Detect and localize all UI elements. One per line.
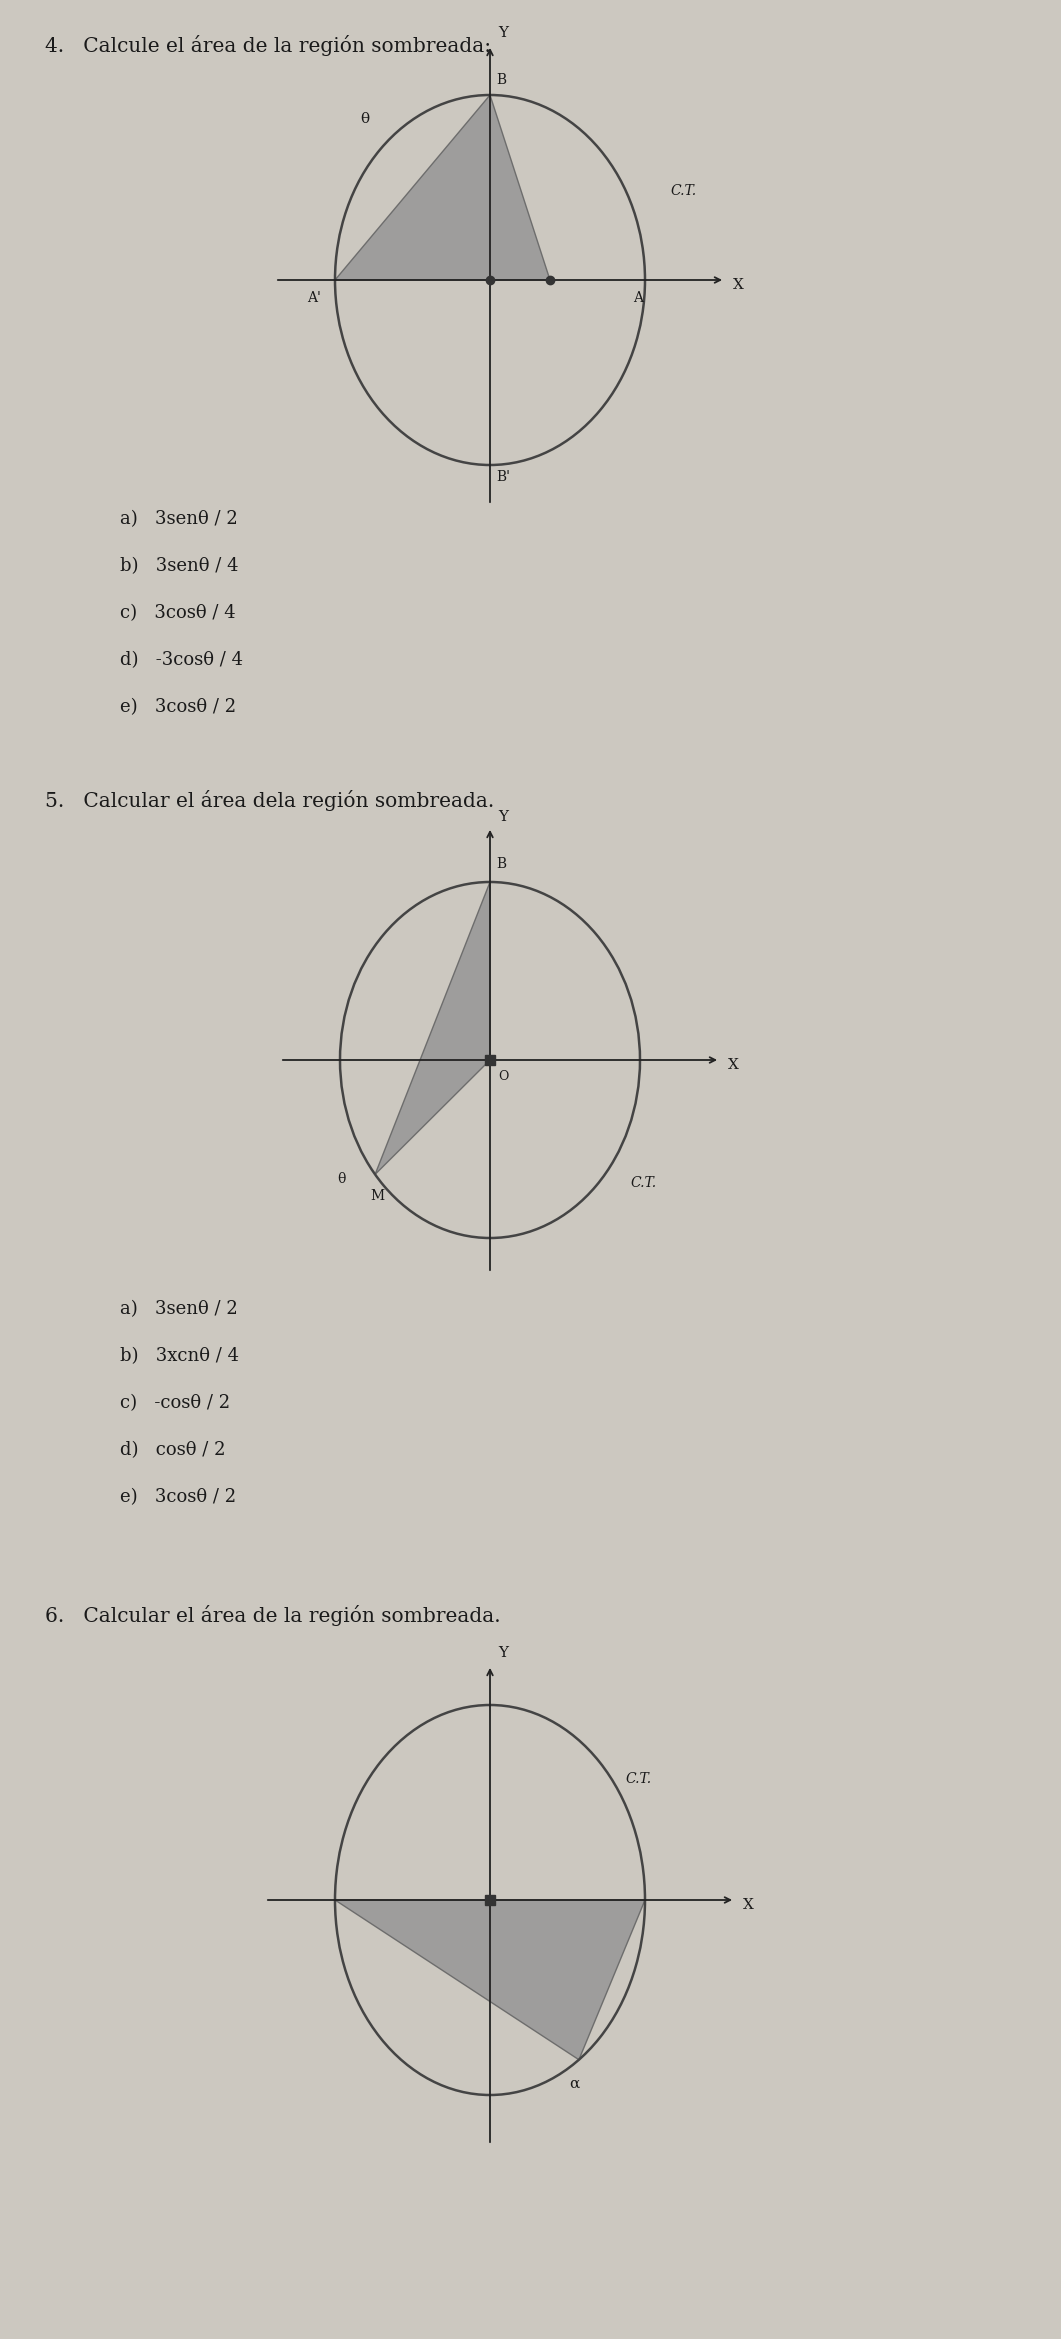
- Polygon shape: [335, 1899, 645, 2061]
- Text: Y: Y: [498, 809, 508, 823]
- Text: X: X: [728, 1057, 738, 1071]
- Text: Y: Y: [498, 26, 508, 40]
- Text: Y: Y: [498, 1647, 508, 1661]
- Text: c)   -cosθ / 2: c) -cosθ / 2: [120, 1394, 230, 1413]
- Text: 4.   Calcule el área de la región sombreada:: 4. Calcule el área de la región sombread…: [45, 35, 491, 56]
- Polygon shape: [376, 882, 490, 1174]
- Text: A: A: [633, 290, 643, 304]
- Text: θ: θ: [361, 112, 369, 126]
- Text: c)   3cosθ / 4: c) 3cosθ / 4: [120, 603, 236, 622]
- Text: A': A': [307, 290, 320, 304]
- Text: b)   3xcnθ / 4: b) 3xcnθ / 4: [120, 1347, 239, 1366]
- Text: e)   3cosθ / 2: e) 3cosθ / 2: [120, 1488, 237, 1506]
- Text: 5.   Calcular el área dela región sombreada.: 5. Calcular el área dela región sombread…: [45, 791, 494, 812]
- Text: b)   3senθ / 4: b) 3senθ / 4: [120, 557, 239, 575]
- Text: M: M: [370, 1191, 384, 1205]
- Text: 6.   Calcular el área de la región sombreada.: 6. Calcular el área de la región sombrea…: [45, 1605, 501, 1626]
- Text: O: O: [498, 1069, 508, 1083]
- Text: d)   -3cosθ / 4: d) -3cosθ / 4: [120, 650, 243, 669]
- Text: C.T.: C.T.: [669, 185, 696, 199]
- Text: α: α: [569, 2077, 579, 2091]
- Text: a)   3senθ / 2: a) 3senθ / 2: [120, 1300, 238, 1317]
- Text: X: X: [733, 278, 744, 292]
- Text: X: X: [743, 1897, 754, 1911]
- Text: a)   3senθ / 2: a) 3senθ / 2: [120, 510, 238, 529]
- Text: B: B: [495, 856, 506, 870]
- Text: B: B: [495, 73, 506, 87]
- Text: B': B': [495, 470, 510, 484]
- Text: e)   3cosθ / 2: e) 3cosθ / 2: [120, 697, 237, 716]
- Text: d)   cosθ / 2: d) cosθ / 2: [120, 1441, 226, 1460]
- Polygon shape: [335, 96, 550, 281]
- Text: C.T.: C.T.: [630, 1177, 656, 1191]
- Text: C.T.: C.T.: [625, 1771, 651, 1785]
- Text: θ: θ: [337, 1172, 346, 1186]
